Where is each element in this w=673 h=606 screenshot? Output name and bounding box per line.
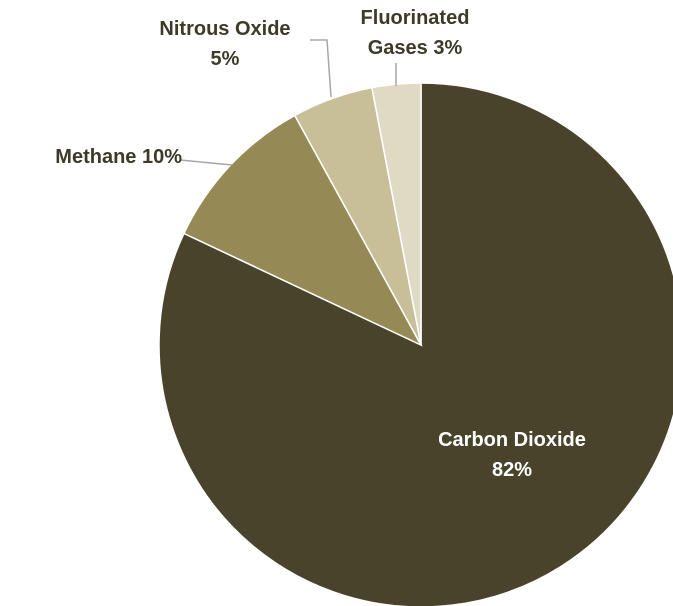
value-label: 5%: [210, 48, 240, 70]
value-label: 10%: [141, 146, 182, 168]
slice-label: Nitrous Oxide 5%: [140, 14, 310, 74]
pie-slice: [182, 114, 423, 347]
pie-slice: [158, 82, 673, 606]
category-label: Nitrous Oxide: [159, 18, 291, 40]
category-label: Carbon Dioxide: [438, 429, 586, 451]
slice-label: Methane 10%: [0, 142, 182, 172]
category-label: Fluorinated Gases: [360, 7, 470, 59]
slice-label: Fluorinated Gases 3%: [345, 3, 485, 63]
slice-label: Carbon Dioxide 82%: [412, 425, 612, 485]
value-label: 3%: [433, 37, 463, 59]
leader-line: [179, 159, 233, 166]
value-label: 82%: [491, 459, 533, 481]
leader-line: [310, 39, 332, 98]
category-label: Methane: [55, 146, 137, 168]
slices: [158, 82, 673, 606]
